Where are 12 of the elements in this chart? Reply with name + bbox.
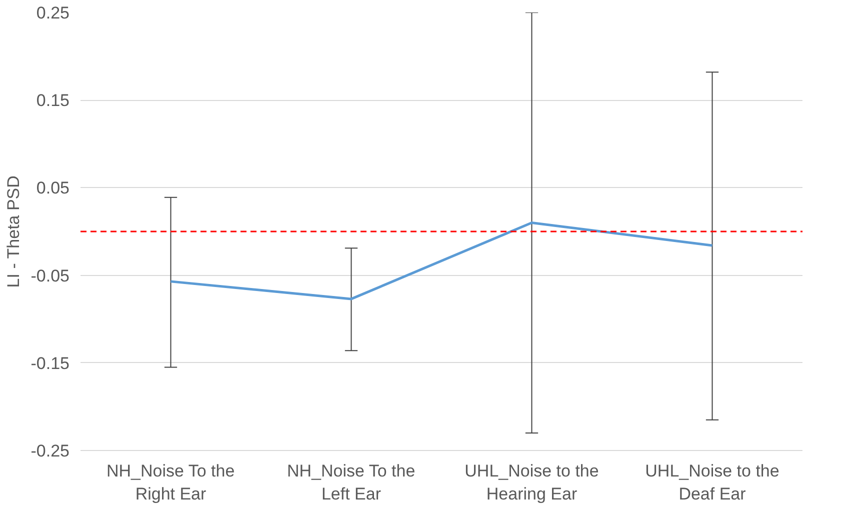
- y-tick-label: -0.15: [30, 354, 70, 373]
- y-tick-label: -0.05: [30, 266, 70, 286]
- x-tick-label: NH_Noise To the Left Ear: [287, 462, 416, 504]
- x-tick-label: UHL_Noise to the Deaf Ear: [645, 462, 780, 504]
- x-tick-label: UHL_Noise to the Hearing Ear: [464, 462, 599, 504]
- y-tick-label: 0.25: [36, 4, 70, 22]
- y-tick-label: -0.25: [30, 442, 70, 460]
- y-axis-title: LI - Theta PSD: [4, 176, 23, 288]
- x-tick-label: NH_Noise To the Right Ear: [106, 462, 235, 504]
- y-tick-label: 0.05: [36, 178, 70, 198]
- y-tick-label: 0.15: [36, 91, 70, 110]
- line-series: [170, 221, 714, 300]
